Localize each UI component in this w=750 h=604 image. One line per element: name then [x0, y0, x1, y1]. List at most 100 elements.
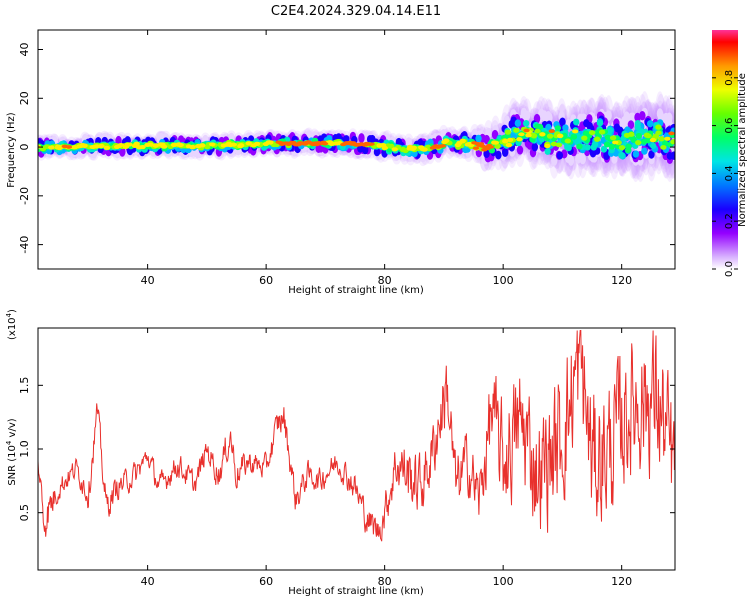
spectral-cell	[441, 140, 448, 145]
spectral-cell	[147, 142, 155, 147]
spectral-cell	[648, 150, 655, 159]
spectral-cell	[668, 131, 675, 136]
spectral-cell	[376, 143, 383, 148]
spectral-cell	[124, 142, 131, 147]
spectral-cell	[635, 132, 643, 139]
spectral-cell	[635, 139, 642, 146]
spectral-cell	[534, 123, 541, 129]
spectral-cell	[556, 151, 564, 160]
snr-xtick-label: 80	[378, 575, 392, 588]
snr-axes: 40 60 80 100 120 1.5 1.0 0.5	[18, 328, 675, 588]
spectral-cell	[373, 147, 381, 157]
spectral-cell	[502, 138, 509, 144]
spectral-cell	[326, 140, 334, 145]
spectral-cell	[368, 142, 375, 146]
spectral-cell	[139, 145, 146, 150]
spectral-cell	[603, 141, 611, 148]
spectral-cell	[548, 129, 555, 134]
spectral-cell	[588, 130, 596, 136]
spectral-cell	[546, 133, 554, 139]
spectral-cell	[634, 123, 641, 131]
colorbar-tick-label: 0.0	[724, 261, 735, 277]
snr-multiplier-exp: 4	[5, 312, 13, 317]
spectrogram-ytick-label: 40	[18, 43, 31, 57]
spectral-cell	[609, 135, 617, 141]
spectral-cell	[579, 153, 586, 165]
spectral-cell	[575, 153, 582, 164]
spectral-cell	[632, 150, 640, 158]
spectrogram-ytick-label: 20	[18, 91, 31, 105]
spectrogram-xtick-label: 100	[493, 274, 514, 287]
colorbar-label: Normalized spectral amplitude	[737, 73, 748, 227]
spectral-cell	[483, 149, 490, 159]
spectral-cell	[670, 139, 675, 145]
spectral-cell	[664, 136, 671, 141]
snr-xtick-label: 60	[259, 575, 273, 588]
spectral-cell	[604, 134, 612, 141]
snr-frame	[37, 327, 676, 571]
spectral-cell	[513, 127, 520, 133]
spectral-cell	[343, 135, 350, 143]
spectral-cell	[554, 125, 562, 131]
spectral-cell	[665, 116, 673, 126]
spectral-cell	[572, 129, 579, 134]
spectrogram-xtick-label: 40	[141, 274, 155, 287]
spectral-cell	[641, 147, 648, 155]
spectral-cell	[562, 124, 569, 132]
spectral-cell	[495, 150, 502, 160]
spectral-cell	[590, 143, 597, 151]
spectral-cell	[618, 151, 625, 159]
spectral-cell	[358, 133, 365, 143]
spectral-cell	[640, 138, 648, 145]
snr-xtick-label: 120	[611, 575, 632, 588]
spectral-cell	[475, 134, 482, 143]
spectral-cell	[516, 145, 524, 155]
colorbar-tick-label: 0.2	[724, 213, 735, 229]
spectrogram-panel: 40 60 80 100 120 40 20 0 -20 -40 Height of straig…	[6, 29, 676, 296]
snr-series-line	[38, 330, 675, 542]
spectral-cell	[48, 145, 55, 150]
spectral-cell	[606, 127, 614, 134]
spectrogram-ytick-label: -40	[18, 236, 31, 254]
spectral-cell	[583, 119, 590, 128]
spectral-cell	[660, 145, 667, 150]
spectrogram-frame	[37, 29, 676, 270]
spectral-cell	[550, 141, 558, 147]
spectral-cell	[250, 143, 257, 148]
spectrogram-axes: 40 60 80 100 120 40 20 0 -20 -40	[18, 30, 675, 287]
spectral-cell	[245, 141, 252, 146]
spectrogram-xlabel: Height of straight line (km)	[288, 285, 424, 296]
spectral-cell	[598, 129, 606, 135]
spectral-cell	[518, 132, 525, 137]
spectral-cell	[494, 143, 501, 149]
spectral-cell	[544, 147, 551, 155]
snr-panel: 40 60 80 100 120 1.5 1.0 0.5 Height of straight…	[5, 309, 676, 597]
spectral-cell	[666, 151, 674, 160]
spectral-cell	[564, 138, 572, 144]
spectral-cell	[117, 142, 125, 147]
spectral-cell	[645, 133, 652, 139]
spectral-cell	[608, 143, 616, 150]
colorbar: 0.8 0.6 0.4 0.2 0.0 Normalized spectral ampl…	[712, 30, 748, 277]
spectral-cell	[487, 145, 495, 149]
spectral-cell	[472, 146, 480, 150]
spectral-cell	[516, 137, 523, 142]
spectral-cell	[501, 148, 509, 157]
spectral-cell	[649, 137, 657, 143]
spectral-cell	[170, 142, 178, 148]
spectral-cell	[618, 145, 626, 151]
spectrogram-xtick-label: 60	[259, 274, 273, 287]
spectral-cell	[514, 119, 522, 128]
spectral-cell	[530, 133, 538, 139]
colorbar-tick-label: 0.6	[724, 118, 735, 134]
spectral-cell	[522, 120, 530, 127]
spectral-cell	[408, 146, 415, 151]
spectral-cell	[103, 145, 111, 150]
spectral-cell	[657, 111, 665, 122]
spectral-cell	[185, 144, 193, 149]
colorbar-ticks: 0.8 0.6 0.4 0.2 0.0	[712, 70, 738, 277]
spectrogram-ylabel: Frequency (Hz)	[6, 112, 17, 188]
spectral-cell	[464, 142, 471, 147]
spectral-cell	[160, 144, 168, 149]
snr-multiplier: (x104)	[5, 309, 18, 340]
